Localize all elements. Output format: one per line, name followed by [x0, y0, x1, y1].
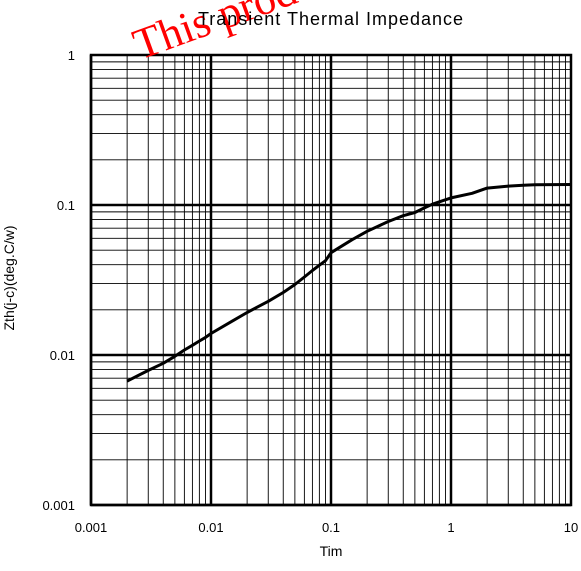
x-tick-label: 0.1 — [322, 520, 340, 535]
impedance-curve — [126, 183, 572, 383]
chart-title: Transient Thermal Impedance — [198, 9, 464, 29]
y-tick-label: 1 — [68, 48, 75, 63]
x-tick-label: 10 — [564, 520, 578, 535]
grid-lines — [89, 55, 571, 507]
y-axis-label: Zth(j-c)(deg.C/w) — [1, 225, 17, 330]
y-tick-label: 0.1 — [57, 198, 75, 213]
x-axis-label: Tim — [320, 543, 343, 559]
y-tick-label: 0.01 — [50, 348, 75, 363]
plot-frame — [89, 53, 573, 507]
x-tick-label: 0.01 — [198, 520, 223, 535]
y-tick-label: 0.001 — [42, 498, 75, 513]
axes — [89, 53, 573, 507]
x-tick-label: 0.001 — [75, 520, 108, 535]
x-tick-label: 1 — [447, 520, 454, 535]
tick-labels: 0.001 0.01 0.1 1 10 0.001 0.01 0.1 1 — [42, 48, 578, 535]
